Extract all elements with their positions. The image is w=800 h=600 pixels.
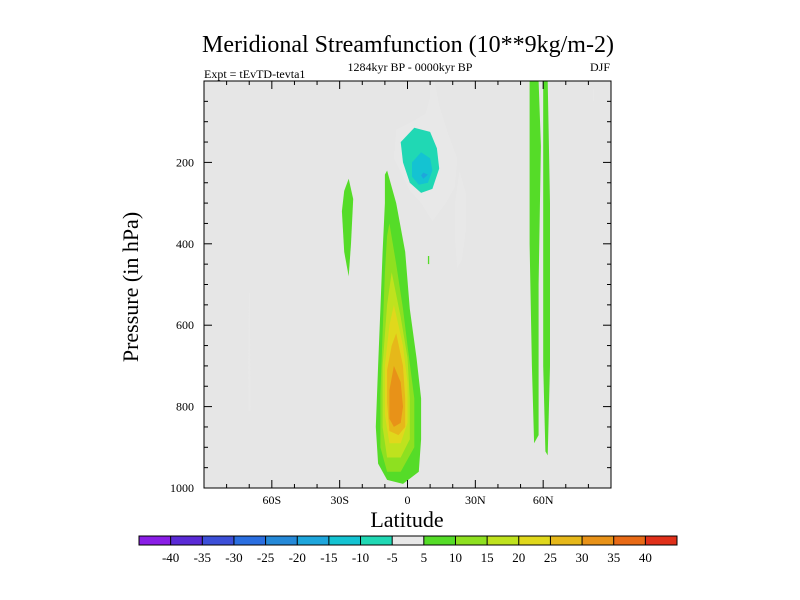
- contour-level-5: [529, 81, 541, 444]
- feature-80N-speck: [592, 89, 595, 102]
- y-tick-label: 800: [176, 400, 194, 414]
- contour-level-5: [543, 81, 550, 456]
- colorbar-label: 10: [449, 550, 462, 565]
- colorbar-swatch: [518, 536, 551, 545]
- contour-level-neg15: [412, 152, 433, 185]
- y-tick-label: 200: [176, 155, 194, 169]
- colorbar-label: -40: [162, 550, 179, 565]
- x-tick-label: 0: [405, 493, 411, 507]
- colorbar-swatch: [170, 536, 203, 545]
- feature-tropical-positive-cell: [375, 170, 422, 484]
- colorbar-label: 40: [639, 550, 652, 565]
- colorbar-swatch: [550, 536, 583, 545]
- colorbar-label: -15: [320, 550, 337, 565]
- colorbar-swatch: [423, 536, 456, 545]
- contour-level-5: [427, 256, 430, 265]
- feature-eq-speck: [427, 256, 430, 265]
- y-tick-label: 400: [176, 237, 194, 251]
- x-tick-label: 60N: [533, 493, 554, 507]
- colorbar-swatch: [297, 536, 330, 545]
- subtitle-center: 1284kyr BP - 0000kyr BP: [348, 60, 473, 74]
- colorbar-label: -10: [352, 550, 369, 565]
- subtitle-right: DJF: [590, 60, 610, 74]
- colorbar-label: -30: [225, 550, 242, 565]
- contour-level-neg5: [592, 89, 595, 102]
- x-tick-label: 60S: [262, 493, 281, 507]
- y-axis-label: Pressure (in hPa): [118, 212, 143, 362]
- colorbar-swatch: [645, 536, 678, 545]
- contour-level-5: [341, 178, 354, 277]
- colorbar-label: -5: [387, 550, 398, 565]
- colorbar-swatch: [360, 536, 393, 545]
- contour-level-neg20: [421, 172, 428, 179]
- colorbar-label: -25: [257, 550, 274, 565]
- colorbar-label: 5: [421, 550, 428, 565]
- feature-upper-negative-cell: [393, 81, 458, 222]
- feature-60S-sliver: [248, 292, 251, 411]
- x-tick-label: 30N: [465, 493, 486, 507]
- colorbar-frame: [138, 535, 678, 546]
- subtitle-left: Expt = tEvTD-tevta1: [204, 67, 305, 81]
- y-tick-label: 1000: [170, 481, 194, 495]
- feature-northern-subtropic-band: [455, 170, 467, 269]
- colorbar-label: 35: [607, 550, 620, 565]
- contour-level-neg5: [248, 292, 251, 411]
- colorbar-swatch: [139, 536, 171, 545]
- colorbar-swatch: [582, 536, 615, 545]
- colorbar-label: -20: [289, 550, 306, 565]
- y-tick-label: 600: [176, 318, 194, 332]
- contour-features: [248, 81, 595, 484]
- colorbar-label: 30: [576, 550, 589, 565]
- colorbar-swatch: [613, 536, 646, 545]
- chart-title: Meridional Streamfunction (10**9kg/m-2): [202, 32, 614, 58]
- colorbar-swatch: [202, 536, 235, 545]
- colorbar-label: 25: [544, 550, 557, 565]
- feature-60N-band-a: [529, 81, 541, 444]
- colorbar-swatch: [455, 536, 488, 545]
- colorbar-label: -35: [194, 550, 211, 565]
- colorbar-label: 20: [512, 550, 525, 565]
- colorbar: -40 -35 -30 -25 -20 -15 -10 -5 5 10 15 20 25 30 35 40: [138, 535, 678, 565]
- colorbar-swatch: [392, 536, 425, 545]
- x-axis-label: Latitude: [370, 507, 443, 532]
- feature-southern-subtropic-band: [341, 178, 354, 277]
- contour-level-30: [389, 365, 403, 427]
- colorbar-swatch: [233, 536, 266, 545]
- feature-60N-band-b: [543, 81, 550, 456]
- plot-area: 60S 30S 0 30N 60N 200 400 600 800 1000: [170, 80, 612, 507]
- colorbar-swatch: [265, 536, 298, 545]
- contour-level-neg5: [455, 170, 467, 269]
- colorbar-swatch: [328, 536, 361, 545]
- axis-ticks: 60S 30S 0 30N 60N 200 400 600 800 1000: [170, 81, 611, 507]
- x-tick-label: 30S: [330, 493, 349, 507]
- colorbar-label: 15: [481, 550, 494, 565]
- colorbar-swatch: [487, 536, 520, 545]
